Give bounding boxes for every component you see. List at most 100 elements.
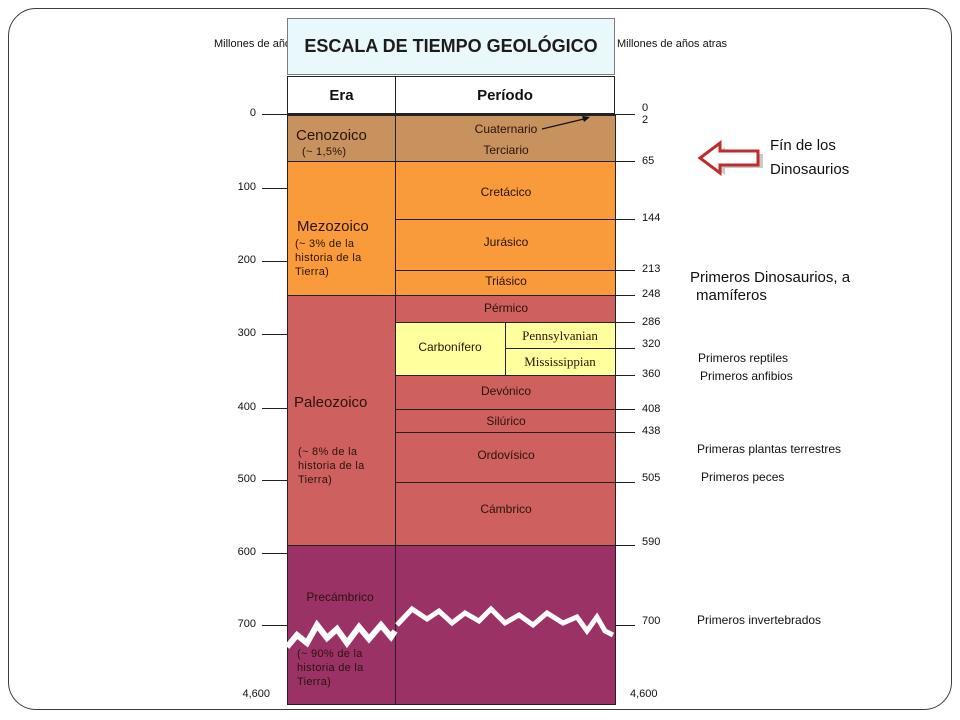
event-fin-dinosaurios-line1: Fín de los: [770, 137, 836, 154]
right-tick-label: 286: [642, 316, 661, 328]
boundary-408: [395, 409, 615, 410]
left-tick-mark: [262, 334, 287, 335]
right-tick-mark: [615, 114, 635, 115]
right-axis-label: Millones de años atras: [617, 38, 728, 50]
right-tick-mark: [615, 219, 635, 220]
left-tick-label: 700: [237, 618, 256, 630]
right-tick-mark: [615, 409, 635, 410]
period-label-precambrico: Precámbrico: [306, 590, 374, 604]
left-tick-mark: [262, 188, 287, 189]
cuaternario-arrow: [541, 116, 590, 130]
boundary-590: [287, 545, 615, 546]
era-label-cenozoic: Cenozoico: [296, 127, 367, 144]
right-tick-label: 2: [642, 114, 649, 126]
right-tick-label: 320: [642, 338, 661, 350]
period-label-jurasico: Jurásico: [483, 235, 529, 249]
right-tick-mark: [615, 322, 635, 323]
left-axis-label: Millones de años atras: [214, 38, 325, 50]
left-arrow-icon: [697, 140, 763, 176]
table-border-left: [287, 114, 288, 705]
era-note-cenozoic: (~ 1,5%): [302, 146, 347, 158]
left-tick-mark: [262, 114, 287, 115]
right-tick-mark: [615, 161, 635, 162]
era-precambrian: [287, 545, 395, 705]
boundary-65: [287, 161, 615, 162]
right-tick-mark: [615, 545, 635, 546]
geologic-time-scale-figure: Millones de años atras ESCALA DE TIEMPO …: [210, 15, 886, 705]
period-label-silurico: Silúrico: [486, 414, 526, 428]
carboniferous-divider: [505, 322, 506, 375]
boundary-213: [395, 270, 615, 271]
era-note-paleozoic: (~ 8% de la historia de la Tierra): [298, 446, 365, 486]
table-border-bottom: [287, 704, 615, 705]
right-tick-label: 65: [642, 155, 655, 167]
period-label-triasico: Triásico: [485, 274, 527, 288]
right-tick-mark: [615, 432, 635, 433]
left-tick-label: 400: [237, 401, 256, 413]
period-block-cenozoic: [395, 115, 615, 161]
boundary-248: [287, 295, 615, 296]
boundary-505: [395, 482, 615, 483]
period-label-pennsylvanian: Pennsylvanian: [522, 328, 598, 343]
left-tick-label: 0: [249, 107, 256, 119]
period-label-cuaternario: Cuaternario: [474, 122, 538, 136]
right-tick-label: 590: [642, 536, 661, 548]
event-primeros-dinosaurios-line2: mamíferos: [696, 287, 767, 304]
left-tick-mark: [262, 480, 287, 481]
period-label-ordovisico: Ordovísico: [477, 448, 535, 462]
era-paleozoic: [287, 295, 395, 545]
right-tick-mark: [615, 625, 635, 626]
right-tick-mark: [615, 348, 635, 349]
boundary-360: [395, 375, 615, 376]
column-header-era: Era: [287, 76, 396, 114]
period-label-permico: Pérmico: [483, 301, 529, 315]
right-tick-label: 438: [642, 425, 661, 437]
right-tick-label: 248: [642, 288, 661, 300]
period-label-cretacico: Cretácico: [480, 185, 532, 199]
right-tick-label: 144: [642, 212, 661, 224]
right-tick-label: 700: [642, 615, 661, 627]
left-tick-mark: [262, 553, 287, 554]
left-tick-label: 4,600: [242, 688, 270, 700]
period-label-cambrico: Cámbrico: [480, 502, 532, 516]
era-label-paleozoic: Paleozoico: [294, 394, 368, 411]
event-primeras-plantas: Primeras plantas terrestres: [697, 442, 842, 456]
boundary-438: [395, 432, 615, 433]
period-label-mississippian: Mississippian: [524, 354, 596, 369]
left-tick-label: 300: [237, 327, 256, 339]
era-mesozoic: [287, 161, 395, 295]
zero-line: [287, 114, 615, 116]
right-tick-label: 4,600: [630, 688, 658, 700]
era-note-mesozoic: (~ 3% de la historia de la Tierra): [295, 238, 362, 278]
left-tick-mark: [262, 625, 287, 626]
right-tick-label: 360: [642, 368, 661, 380]
right-tick-label: 505: [642, 472, 661, 484]
boundary-144: [395, 219, 615, 220]
right-tick-mark: [615, 375, 635, 376]
event-primeros-peces: Primeros peces: [701, 470, 785, 484]
event-primeros-invertebrados: Primeros invertebrados: [697, 613, 822, 627]
era-cenozoic: [287, 115, 395, 161]
period-block-mesozoic: [395, 161, 615, 295]
right-tick-label: 0: [642, 102, 649, 114]
right-tick-mark: [615, 295, 635, 296]
period-label-carbonifero: Carbonífero: [418, 340, 482, 354]
time-break-zigzag: [287, 605, 615, 649]
right-tick-label: 213: [642, 263, 661, 275]
era-note-precambrian: (~ 90% de la historia de la Tierra): [297, 648, 364, 688]
column-header-period: Período: [395, 76, 615, 114]
figure-title: ESCALA DE TIEMPO GEOLÓGICO: [287, 18, 615, 75]
left-tick-label: 200: [237, 254, 256, 266]
left-tick-mark: [262, 408, 287, 409]
left-tick-label: 500: [237, 473, 256, 485]
right-tick-mark: [615, 482, 635, 483]
event-primeros-dinosaurios-line1: Primeros Dinosaurios, a: [690, 269, 851, 286]
left-tick-label: 600: [237, 546, 256, 558]
event-fin-dinosaurios-line2: Dinosaurios: [770, 161, 850, 178]
right-tick-label: 408: [642, 403, 661, 415]
era-label-mesozoic: Mezozoico: [297, 218, 369, 235]
left-tick-mark: [262, 261, 287, 262]
boundary-320: [505, 348, 615, 349]
event-primeros-reptiles: Primeros reptiles: [698, 351, 789, 365]
event-primeros-anfibios: Primeros anfibios: [700, 369, 793, 383]
